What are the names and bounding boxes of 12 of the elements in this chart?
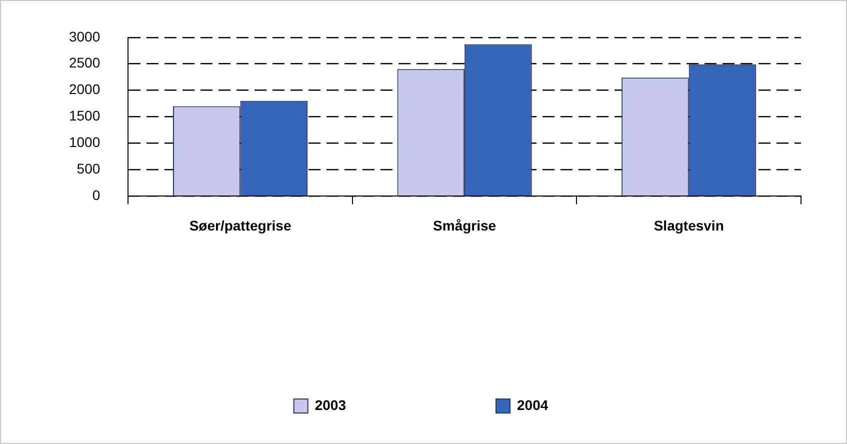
y-tick-label: 500: [76, 160, 100, 177]
legend-label: 2004: [517, 396, 548, 413]
x-tick-label: Smågrise: [433, 217, 496, 234]
y-tick-label: 3000: [68, 28, 100, 44]
x-tick-label: Søer/pattegrise: [189, 217, 292, 234]
x-tick-label: Slagtesvin: [654, 217, 724, 234]
y-tick-label: 2500: [68, 54, 100, 71]
legend-label: 2003: [314, 396, 346, 413]
y-tick-label: 2000: [68, 81, 100, 98]
y-tick-label: 1500: [68, 108, 100, 124]
y-tick-label: 1000: [68, 134, 100, 150]
y-tick-label: 0: [92, 187, 100, 204]
